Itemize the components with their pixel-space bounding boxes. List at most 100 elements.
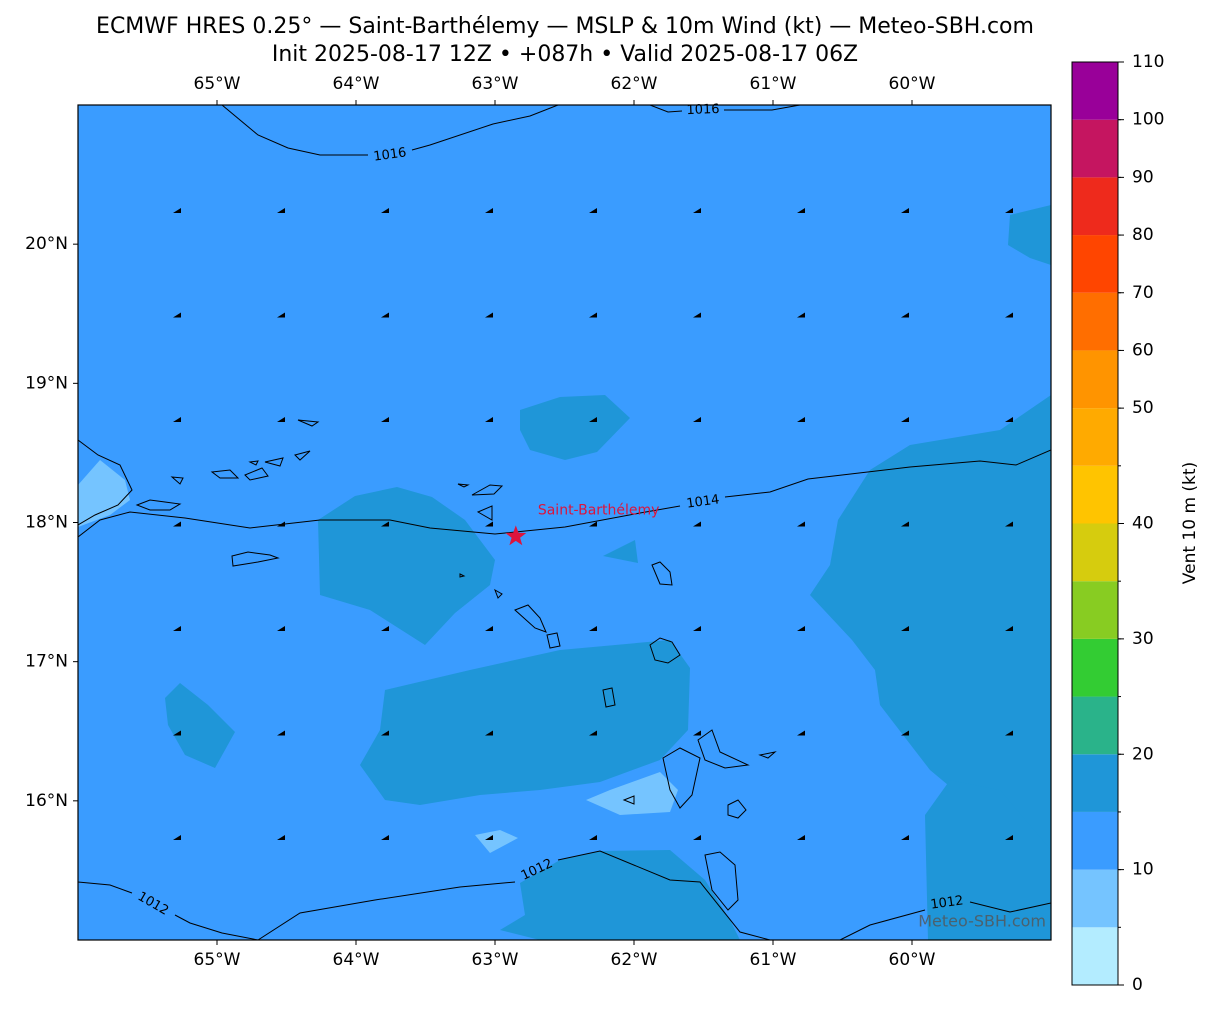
colorbar-band bbox=[1072, 177, 1118, 236]
y-tick-label: 19°N bbox=[25, 373, 68, 393]
wind-barb bbox=[901, 626, 909, 631]
colorbar-tick-label: 50 bbox=[1132, 398, 1154, 418]
wind-barb bbox=[277, 521, 285, 527]
colorbar-band bbox=[1072, 523, 1118, 582]
watermark: Meteo-SBH.com bbox=[918, 912, 1046, 931]
wind-barb bbox=[797, 417, 805, 422]
colorbar-band bbox=[1072, 927, 1118, 985]
location-marker bbox=[505, 525, 527, 546]
wind-barb bbox=[797, 626, 805, 631]
wind-barb bbox=[797, 835, 805, 840]
colorbar-tick-label: 110 bbox=[1132, 52, 1164, 72]
wind-barb bbox=[277, 730, 285, 736]
wind-barb bbox=[693, 835, 701, 840]
wind-barb bbox=[277, 208, 285, 213]
wind-barb bbox=[381, 417, 389, 422]
colorbar-tick-label: 0 bbox=[1132, 975, 1143, 995]
wind-barb bbox=[1005, 626, 1013, 631]
colorbar-band bbox=[1072, 581, 1118, 639]
colorbar-band bbox=[1072, 465, 1118, 524]
contour-label: 1012 bbox=[930, 893, 965, 912]
wind-barb bbox=[1005, 417, 1013, 422]
wind-region bbox=[925, 780, 1051, 940]
wind-barb bbox=[1005, 208, 1013, 213]
wind-barb bbox=[589, 312, 597, 318]
wind-barb bbox=[589, 208, 597, 213]
x-tick-label: 62°W bbox=[611, 950, 658, 970]
wind-barb bbox=[589, 730, 597, 736]
wind-barb bbox=[589, 521, 597, 527]
colorbar-tick-label: 70 bbox=[1132, 283, 1154, 303]
wind-barb bbox=[173, 208, 181, 213]
wind-barb bbox=[797, 208, 805, 213]
isobar bbox=[78, 881, 259, 940]
wind-barb bbox=[173, 730, 181, 736]
y-tick-label: 17°N bbox=[25, 652, 68, 672]
colorbar-tick-label: 30 bbox=[1132, 629, 1154, 649]
wind-region bbox=[586, 772, 678, 815]
colorbar-band bbox=[1072, 408, 1118, 466]
contour-label: 1014 bbox=[686, 492, 721, 511]
colorbar-band bbox=[1072, 62, 1118, 120]
contour-label: 1016 bbox=[686, 102, 720, 118]
x-tick-label: 64°W bbox=[333, 74, 380, 94]
wind-barb bbox=[485, 312, 493, 318]
wind-region bbox=[810, 395, 1051, 870]
colorbar-tick-label: 90 bbox=[1132, 167, 1154, 187]
wind-barb bbox=[173, 521, 181, 527]
colorbar-label: Vent 10 m (kt) bbox=[1180, 462, 1200, 584]
colorbar-tick-label: 20 bbox=[1132, 744, 1154, 764]
wind-barb bbox=[381, 521, 389, 527]
colorbar-band bbox=[1072, 119, 1118, 178]
wind-region bbox=[603, 540, 638, 563]
colorbar-band bbox=[1072, 292, 1118, 351]
x-tick-label: 65°W bbox=[194, 74, 241, 94]
wind-barb bbox=[797, 730, 805, 736]
x-tick-label: 60°W bbox=[889, 74, 936, 94]
wind-barb bbox=[1005, 521, 1013, 527]
colorbar-tick-label: 80 bbox=[1132, 225, 1154, 245]
wind-barb bbox=[589, 626, 597, 631]
coastlines bbox=[78, 419, 777, 911]
wind-barb bbox=[485, 208, 493, 213]
wind-barb bbox=[381, 835, 389, 840]
wind-barb bbox=[901, 835, 909, 840]
wind-barb bbox=[381, 312, 389, 318]
wind-region bbox=[165, 683, 235, 768]
wind-barb bbox=[485, 835, 493, 840]
wind-barb bbox=[1005, 730, 1013, 736]
wind-barb bbox=[277, 626, 285, 631]
wind-barb bbox=[173, 312, 181, 318]
wind-barb bbox=[693, 521, 701, 527]
x-tick-label: 61°W bbox=[750, 74, 797, 94]
colorbar-band bbox=[1072, 350, 1118, 409]
wind-barb bbox=[693, 417, 701, 422]
wind-region bbox=[318, 487, 495, 645]
isobar bbox=[649, 105, 801, 113]
wind-barb bbox=[901, 312, 909, 318]
wind-barb bbox=[381, 730, 389, 736]
colorbar-band bbox=[1072, 754, 1118, 812]
colorbar-band bbox=[1072, 869, 1118, 928]
wind-barb bbox=[589, 835, 597, 840]
wind-barb bbox=[901, 208, 909, 213]
wind-barb bbox=[589, 417, 597, 422]
map-area bbox=[78, 105, 1051, 940]
isobar bbox=[257, 850, 771, 940]
wind-barb bbox=[797, 312, 805, 318]
colorbar-band bbox=[1072, 811, 1118, 870]
y-tick-label: 20°N bbox=[25, 234, 68, 254]
colorbar-band bbox=[1072, 235, 1118, 293]
x-tick-label: 63°W bbox=[472, 74, 519, 94]
wind-barb bbox=[901, 521, 909, 527]
wind-region bbox=[1008, 205, 1051, 265]
wind-region bbox=[500, 850, 740, 940]
wind-region bbox=[78, 460, 130, 527]
colorbar-band bbox=[1072, 638, 1118, 697]
x-tick-label: 61°W bbox=[750, 950, 797, 970]
wind-barb bbox=[381, 208, 389, 213]
colorbar-tick-label: 60 bbox=[1132, 340, 1154, 360]
x-tick-label: 65°W bbox=[194, 950, 241, 970]
wind-barb bbox=[1005, 312, 1013, 318]
